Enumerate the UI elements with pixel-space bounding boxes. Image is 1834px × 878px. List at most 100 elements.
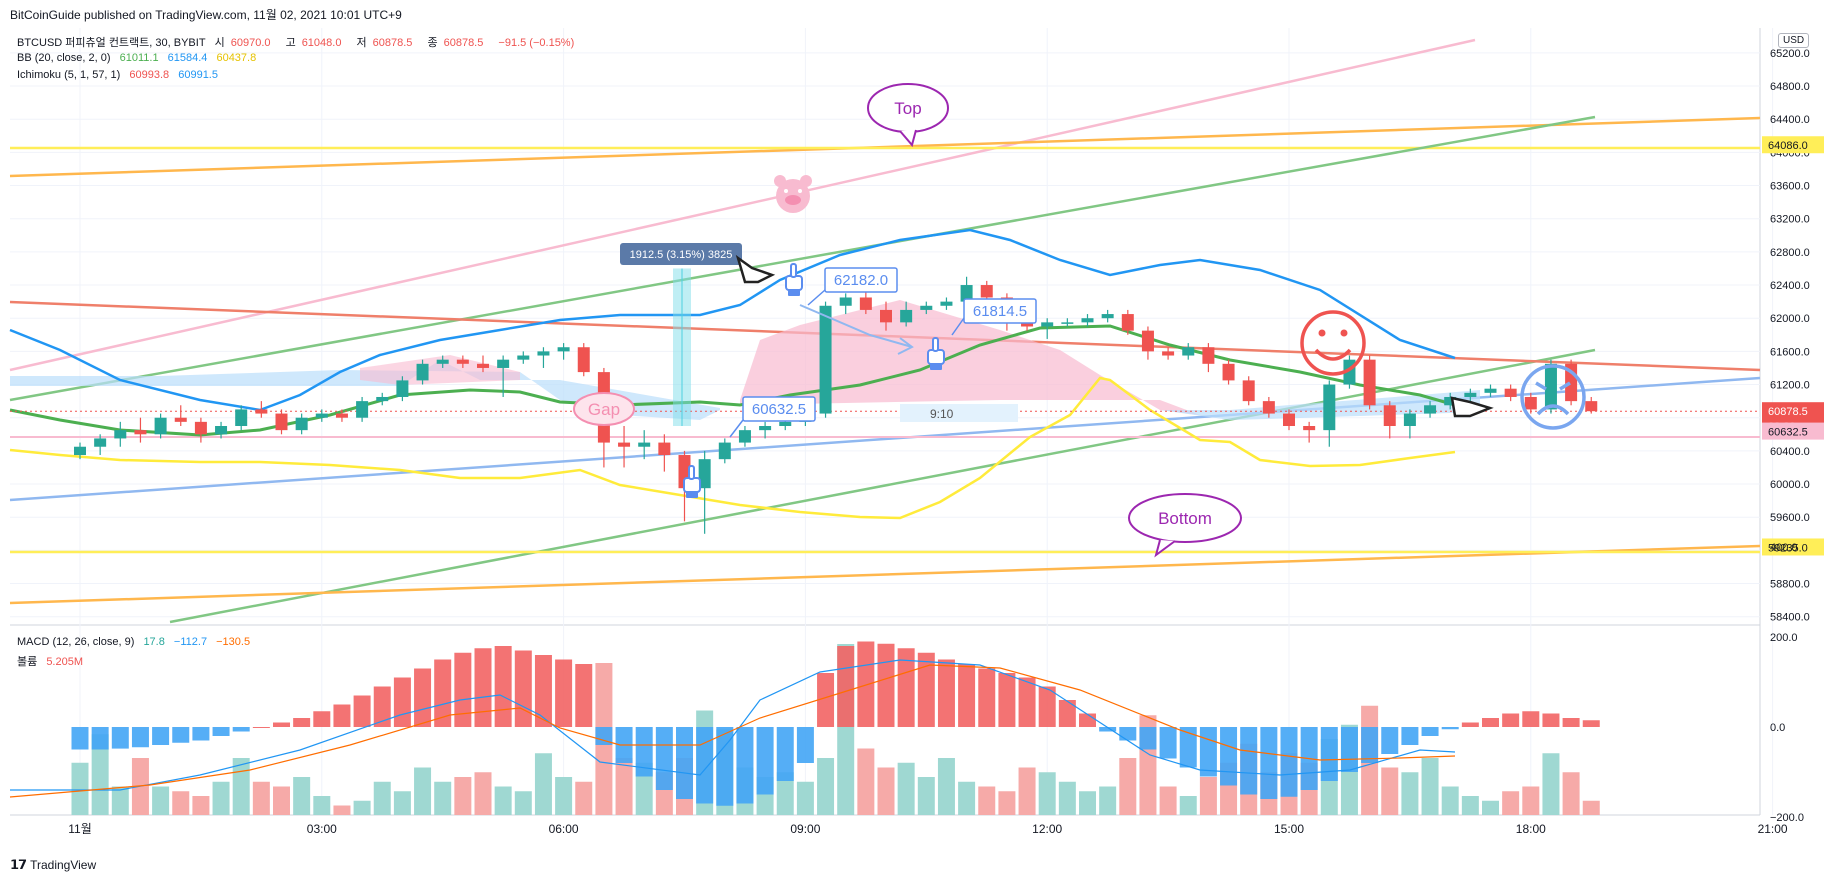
macd-hist-bar <box>1199 727 1217 777</box>
sad-face-icon <box>1520 364 1586 430</box>
candle <box>577 343 590 377</box>
price-tick-label: 63600.0 <box>1770 181 1810 193</box>
macd-hist-bar <box>696 727 714 804</box>
candle-body <box>1524 396 1537 410</box>
volume-bar <box>897 762 915 815</box>
price-tag: 59235.0 <box>1768 542 1808 554</box>
volume-bar <box>1159 786 1177 815</box>
volume-bar <box>1038 772 1056 815</box>
candle-body <box>215 426 228 435</box>
candle-body <box>1363 359 1376 406</box>
candle <box>839 293 852 315</box>
candle <box>396 376 409 402</box>
hand-pointer-icon-palm <box>785 275 803 291</box>
volume-bar <box>293 777 311 815</box>
legend-volume: 볼륨 5.205M <box>17 656 84 668</box>
volume-bar <box>1079 791 1096 815</box>
time-tick-label: 11월 <box>68 822 92 836</box>
macd-hist-bar <box>252 727 270 728</box>
candle <box>1162 347 1175 360</box>
candle <box>436 355 449 368</box>
macd-hist-bar <box>917 652 935 727</box>
hand-pointer-icon-finger <box>932 337 939 352</box>
candle-body <box>1021 322 1034 327</box>
volume-bar <box>1401 772 1419 815</box>
macd-hist-bar <box>635 727 653 777</box>
price-tag: 60632.5 <box>1768 427 1808 439</box>
macd-hist-bar <box>353 695 371 727</box>
bb-upper-line <box>9 228 1456 412</box>
candle <box>920 301 933 315</box>
candle <box>416 359 429 385</box>
ichimoku-cloud-red-2 <box>360 355 520 385</box>
price-tick-label: 64800.0 <box>1770 81 1810 93</box>
candle-body <box>960 285 973 302</box>
candle-body <box>335 413 348 418</box>
candle-body <box>295 417 308 431</box>
tradingview-footer: 𝟭𝟳 TradingView <box>10 857 96 873</box>
candles <box>74 276 1598 534</box>
price-tag: 60878.5 <box>1768 406 1808 418</box>
candle <box>1061 318 1074 327</box>
macd-hist-bar <box>1502 713 1520 727</box>
macd-hist-bar <box>1079 713 1096 727</box>
macd-hist-bar <box>1340 727 1358 772</box>
candle <box>74 442 86 460</box>
candle <box>658 434 671 472</box>
volume-bar <box>373 781 391 815</box>
bottom-label: Bottom <box>1158 509 1212 528</box>
legend-symbol: BTCUSD 퍼피츄얼 컨트랙트, 30, BYBIT <box>17 37 206 49</box>
time-tick-label: 18:00 <box>1516 822 1546 836</box>
macd-hist-bar <box>817 673 835 727</box>
candle-body <box>698 459 711 489</box>
candle-body <box>1141 330 1154 352</box>
bottom-label-tail <box>1154 539 1176 558</box>
candle <box>456 355 469 368</box>
macd-hist-bar <box>937 659 955 727</box>
candle <box>940 297 953 310</box>
candle-body <box>1242 380 1255 402</box>
price-tag-bg <box>1762 538 1824 556</box>
hand-pointer-black-icon-2 <box>1450 396 1494 418</box>
time-tick-label: 03:00 <box>307 822 337 836</box>
macd-hist-bar <box>273 722 290 727</box>
candle-body <box>1383 405 1396 426</box>
volume-bar <box>796 781 814 815</box>
candle <box>295 413 308 435</box>
macd-hist-bar <box>998 673 1016 727</box>
pig-ear <box>800 175 812 187</box>
volume-bar <box>1562 772 1580 815</box>
smiley-eye <box>1340 329 1348 337</box>
macd-hist-bar <box>776 727 794 781</box>
candle <box>1565 359 1578 406</box>
candle-body <box>94 438 107 447</box>
candle <box>194 417 207 443</box>
macd-hist-bar <box>1280 727 1298 797</box>
macd-hist-bar <box>1139 727 1157 750</box>
hand-pointer-icon-finger <box>688 465 695 480</box>
candle <box>335 409 348 422</box>
candle-body <box>759 426 772 431</box>
candle-body <box>940 301 953 306</box>
volume-bar <box>172 791 190 815</box>
macd-hist-bar <box>756 727 774 795</box>
price-tag-bg <box>1762 422 1824 440</box>
candle <box>1444 392 1457 410</box>
candle-body <box>134 430 147 435</box>
candle <box>1484 384 1497 397</box>
volume-bar <box>917 777 935 815</box>
macd-hist-bar <box>91 727 109 750</box>
volume-bar <box>1199 777 1217 815</box>
gap-label: Gap <box>588 400 620 419</box>
macd-hist-bar <box>1482 718 1499 727</box>
candle <box>1262 396 1275 418</box>
currency-badge[interactable]: USD <box>1778 33 1810 48</box>
macd-hist-bar <box>534 655 552 727</box>
candle-body <box>859 297 872 310</box>
hand-pointer-icon-cuff <box>930 364 942 370</box>
pig-ear <box>774 175 786 187</box>
volume-bar <box>1018 767 1036 815</box>
macd-hist-bar <box>514 650 532 727</box>
candle <box>638 430 651 460</box>
